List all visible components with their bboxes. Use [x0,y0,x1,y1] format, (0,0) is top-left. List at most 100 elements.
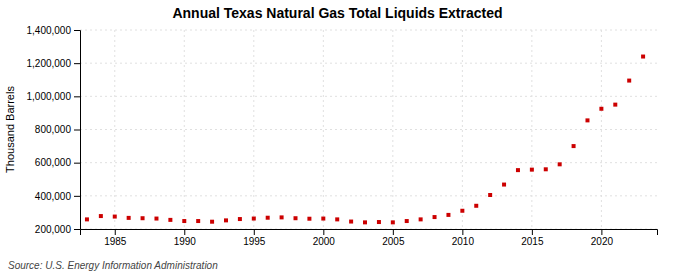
source-note: Source: U.S. Energy Information Administ… [8,260,218,271]
x-axis-line [81,230,658,236]
y-tick: 1,000,000 [27,91,81,102]
point [599,107,603,111]
y-tick-mark [74,63,80,64]
x-tick: 1990 [174,229,197,247]
y-tick: 600,000 [35,157,80,168]
x-tick: 2000 [313,229,336,247]
point [488,193,492,197]
y-tick-mark [74,196,80,197]
point [558,162,562,166]
y-tick-label: 200,000 [35,224,72,235]
point [224,218,228,222]
point [127,216,131,220]
point [113,215,117,219]
y-tick-mark [74,163,80,164]
grid-line-y [80,30,657,31]
y-tick-mark [74,30,80,31]
x-tick-mark [393,229,394,235]
grid-line-y [80,129,657,130]
point [335,217,339,221]
point [613,103,617,107]
x-tick-mark [601,229,602,235]
grid-line-x [392,30,393,229]
y-tick-label: 1,200,000 [27,58,72,69]
point [627,79,631,83]
y-tick-label: 1,000,000 [27,91,72,102]
point [141,216,145,220]
point [377,220,381,224]
y-tick: 1,200,000 [27,58,81,69]
point [266,216,270,220]
point [85,217,89,221]
x-tick-mark [323,229,324,235]
point [168,218,172,222]
point [280,215,284,219]
point [502,183,506,187]
x-tick: 1995 [243,229,266,247]
y-tick: 1,400,000 [27,25,81,36]
grid [80,30,657,229]
point [294,216,298,220]
grid-line-y [80,96,657,97]
x-tick-mark [532,229,533,235]
point [405,219,409,223]
point [363,220,367,224]
grid-line-x [184,30,185,229]
x-tick-label: 2010 [452,236,475,247]
y-tick-label: 600,000 [35,157,72,168]
point [433,215,437,219]
grid-line-y [80,195,657,196]
y-axis-label: Thousand Barrels [4,86,16,173]
x-tick-mark [254,229,255,235]
point [460,209,464,213]
y-tick-label: 800,000 [35,124,72,135]
point [585,118,589,122]
point [238,217,242,221]
point [321,217,325,221]
grid-line-y [80,162,657,163]
y-tick-mark [74,130,80,131]
x-tick: 2020 [591,229,614,247]
title: Annual Texas Natural Gas Total Liquids E… [172,5,502,21]
x-tick-mark [184,229,185,235]
x-tick: 1985 [104,229,127,247]
point [307,217,311,221]
x-tick-label: 1990 [174,236,197,247]
x-axis: 1985 1990 1995 2000 2005 2010 2015 2020 [81,229,658,247]
x-tick-label: 2020 [591,236,614,247]
x-tick-mark [115,229,116,235]
point [641,55,645,59]
chart-svg: 1985 1990 1995 2000 2005 2010 2015 2020 200,000 4… [0,0,675,275]
grid-line-x [253,30,254,229]
y-tick: 800,000 [35,124,80,135]
y-axis: 200,000 400,000 600,000 800,000 1,000,000 1,2… [27,25,81,235]
points [85,55,645,225]
point [530,168,534,172]
y-tick-mark [74,96,80,97]
point [210,220,214,224]
point [154,217,158,221]
x-tick-label: 1995 [243,236,266,247]
y-axis-line [74,31,81,230]
plot-area: 1985 1990 1995 2000 2005 2010 2015 2020 200,000 4… [27,25,658,247]
point [474,204,478,208]
x-tick-label: 1985 [104,236,127,247]
point [99,214,103,218]
point [572,144,576,148]
grid-line-y [80,63,657,64]
point [446,213,450,217]
chart-container: 1985 1990 1995 2000 2005 2010 2015 2020 200,000 4… [0,0,675,275]
y-tick: 400,000 [35,191,80,202]
point [391,220,395,224]
point [196,219,200,223]
x-tick-label: 2000 [313,236,336,247]
x-tick-mark [462,229,463,235]
y-tick-label: 400,000 [35,191,72,202]
y-tick-label: 1,400,000 [27,25,72,36]
point [252,217,256,221]
x-tick-label: 2015 [521,236,544,247]
point [419,217,423,221]
point [349,220,353,224]
x-tick: 2010 [452,229,475,247]
x-tick-label: 2005 [382,236,405,247]
